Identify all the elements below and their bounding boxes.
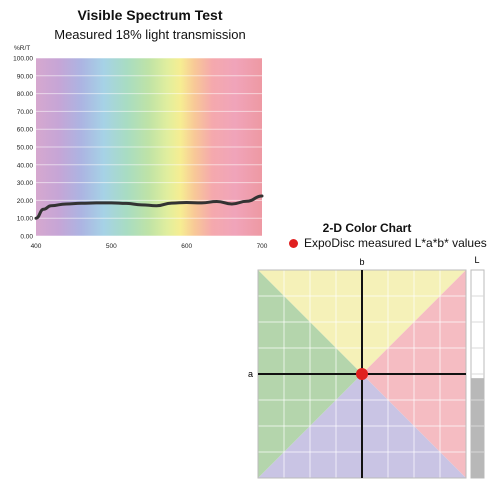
transmission-series-line [34,194,264,220]
x-tick-label: 400 [31,243,42,250]
x-tick-label: 700 [257,243,268,250]
x-tick-label: 600 [181,243,192,250]
a-axis-label: a [248,369,253,379]
spectrum-chart-subtitle: Measured 18% light transmission [54,27,246,42]
y-tick-label: 100.00 [13,56,33,63]
y-tick-label: 90.00 [17,73,34,80]
lightness-bar-fill [471,378,484,478]
y-axis-label: %R/T [14,45,30,52]
y-tick-label: 70.00 [17,109,34,116]
y-tick-label: 50.00 [17,145,34,152]
spectrum-chart-title: Visible Spectrum Test [77,7,223,23]
legend-marker [289,238,298,248]
y-tick-label: 20.00 [17,198,34,205]
y-tick-label: 30.00 [17,180,34,187]
y-tick-label: 60.00 [17,127,34,134]
color-chart-title: 2-D Color Chart [322,221,412,235]
legend-label: ExpoDisc measured L*a*b* values [304,236,487,250]
lab-point [356,368,368,380]
lightness-label: L [474,255,479,265]
y-tick-label: 10.00 [17,216,34,223]
x-tick-label: 500 [106,243,117,250]
y-tick-label: 40.00 [17,162,34,169]
b-axis-label: b [359,257,364,267]
y-tick-label: 80.00 [17,91,34,98]
color-chart-legend: ExpoDisc measured L*a*b* values [289,236,487,250]
y-tick-label: 0.00 [20,234,33,241]
